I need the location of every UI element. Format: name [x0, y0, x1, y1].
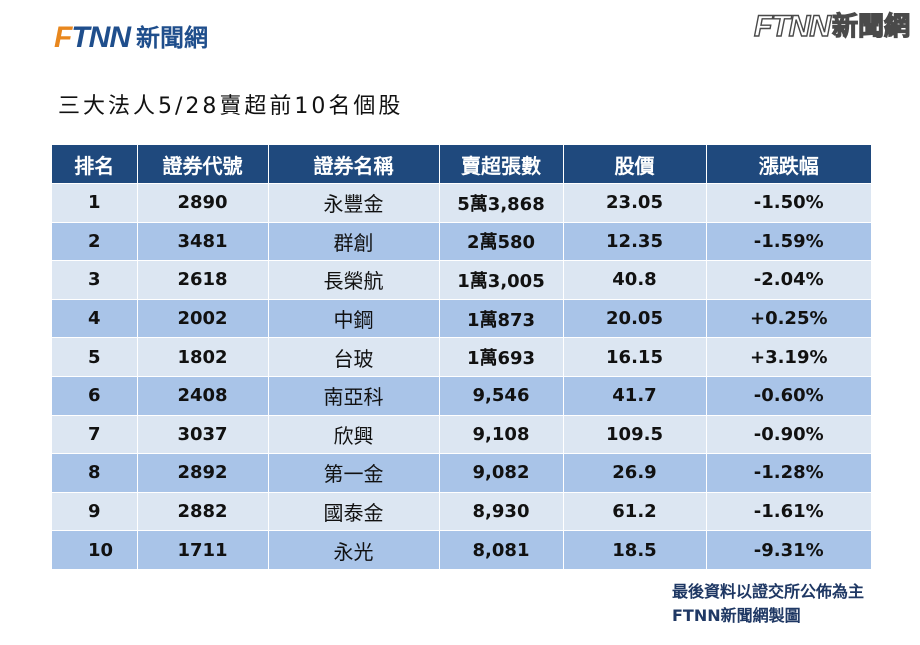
cell-change-pct: +0.25%	[706, 298, 871, 338]
cell-price: 16.15	[563, 337, 707, 377]
cell-rank: 3	[52, 260, 138, 300]
cell-price: 23.05	[563, 183, 707, 223]
table-row: 1 2890 永豐金 5萬3,868 23.05 -1.50%	[52, 183, 871, 223]
page-title: 三大法人5/28賣超前10名個股	[58, 94, 404, 119]
cell-stock-code: 2892	[137, 453, 269, 493]
cell-net-sell-lots: 9,108	[439, 414, 564, 454]
table-row: 9 2882 國泰金 8,930 61.2 -1.61%	[52, 491, 871, 531]
cell-net-sell-lots: 2萬580	[439, 221, 564, 261]
cell-stock-code: 3481	[137, 221, 269, 261]
cell-change-pct: -1.59%	[706, 221, 871, 261]
cell-net-sell-lots: 1萬693	[439, 337, 564, 377]
header-stock-code: 證券代號	[137, 145, 269, 184]
logo-name: 新聞網	[135, 24, 208, 52]
header-net-sell-lots: 賣超張數	[439, 145, 564, 184]
header-rank: 排名	[52, 145, 138, 184]
cell-stock-code: 1711	[137, 530, 269, 569]
cell-change-pct: -2.04%	[706, 260, 871, 300]
watermark-mark: FTNN	[753, 9, 831, 43]
table-row: 8 2892 第一金 9,082 26.9 -1.28%	[52, 453, 871, 493]
cell-price: 109.5	[563, 414, 707, 454]
cell-stock-name: 南亞科	[268, 375, 440, 416]
cell-net-sell-lots: 1萬3,005	[439, 260, 564, 300]
header-price: 股價	[563, 145, 707, 184]
table-row: 6 2408 南亞科 9,546 41.7 -0.60%	[52, 375, 871, 416]
source-note: 最後資料以證交所公佈為主	[671, 582, 864, 601]
ftnn-logo: FTNN 新聞網	[54, 22, 208, 54]
header-stock-name: 證券名稱	[268, 145, 440, 184]
table-header-row: 排名 證券代號 證券名稱 賣超張數 股價 漲跌幅	[52, 145, 871, 184]
cell-stock-name: 台玻	[268, 337, 440, 377]
table-row: 3 2618 長榮航 1萬3,005 40.8 -2.04%	[52, 260, 871, 300]
cell-stock-code: 2890	[137, 183, 269, 223]
cell-stock-code: 2882	[137, 491, 269, 531]
cell-price: 61.2	[563, 491, 707, 531]
cell-stock-code: 3037	[137, 414, 269, 454]
cell-rank: 2	[52, 221, 138, 261]
cell-price: 20.05	[563, 298, 707, 338]
cell-stock-name: 長榮航	[268, 260, 440, 300]
cell-stock-name: 群創	[268, 221, 440, 261]
cell-rank: 6	[52, 375, 138, 416]
cell-stock-code: 2408	[137, 375, 269, 416]
cell-price: 18.5	[563, 530, 707, 569]
cell-change-pct: -0.60%	[706, 375, 871, 416]
cell-stock-code: 1802	[137, 337, 269, 377]
table-row: 5 1802 台玻 1萬693 16.15 +3.19%	[52, 337, 871, 377]
cell-change-pct: -9.31%	[706, 530, 871, 569]
credit-note: FTNN新聞網製圖	[671, 606, 801, 625]
logo-mark: FTNN	[54, 21, 131, 54]
table-row: 2 3481 群創 2萬580 12.35 -1.59%	[52, 221, 871, 261]
cell-stock-name: 第一金	[268, 453, 440, 493]
cell-stock-code: 2002	[137, 298, 269, 338]
cell-rank: 5	[52, 337, 138, 377]
cell-stock-name: 永豐金	[268, 183, 440, 223]
cell-stock-name: 永光	[268, 530, 440, 569]
cell-change-pct: -0.90%	[706, 414, 871, 454]
cell-price: 26.9	[563, 453, 707, 493]
cell-net-sell-lots: 1萬873	[439, 298, 564, 338]
cell-rank: 1	[52, 183, 138, 223]
cell-rank: 9	[52, 491, 138, 531]
watermark-name: 新聞網	[831, 11, 910, 42]
cell-stock-name: 欣興	[268, 414, 440, 454]
cell-net-sell-lots: 5萬3,868	[439, 183, 564, 223]
table-row: 7 3037 欣興 9,108 109.5 -0.90%	[52, 414, 871, 454]
cell-change-pct: -1.61%	[706, 491, 871, 531]
sell-ranking-table: 排名 證券代號 證券名稱 賣超張數 股價 漲跌幅 1 2890 永豐金 5萬3,868…	[52, 145, 871, 569]
cell-rank: 10	[52, 530, 138, 569]
cell-net-sell-lots: 8,930	[439, 491, 564, 531]
cell-price: 40.8	[563, 260, 707, 300]
footer-notes: 最後資料以證交所公佈為主 FTNN新聞網製圖	[672, 580, 864, 628]
cell-change-pct: +3.19%	[706, 337, 871, 377]
cell-stock-name: 中鋼	[268, 298, 440, 338]
header-change-pct: 漲跌幅	[706, 145, 871, 184]
ftnn-watermark-logo: FTNN 新聞網	[753, 9, 910, 44]
cell-change-pct: -1.50%	[706, 183, 871, 223]
cell-rank: 7	[52, 414, 138, 454]
table-row: 10 1711 永光 8,081 18.5 -9.31%	[52, 530, 871, 569]
cell-price: 12.35	[563, 221, 707, 261]
cell-stock-name: 國泰金	[268, 491, 440, 531]
cell-rank: 4	[52, 298, 138, 338]
cell-change-pct: -1.28%	[706, 453, 871, 493]
cell-rank: 8	[52, 453, 138, 493]
cell-price: 41.7	[563, 375, 707, 416]
cell-net-sell-lots: 8,081	[439, 530, 564, 569]
cell-stock-code: 2618	[137, 260, 269, 300]
cell-net-sell-lots: 9,546	[439, 375, 564, 416]
cell-net-sell-lots: 9,082	[439, 453, 564, 493]
table-row: 4 2002 中鋼 1萬873 20.05 +0.25%	[52, 298, 871, 338]
